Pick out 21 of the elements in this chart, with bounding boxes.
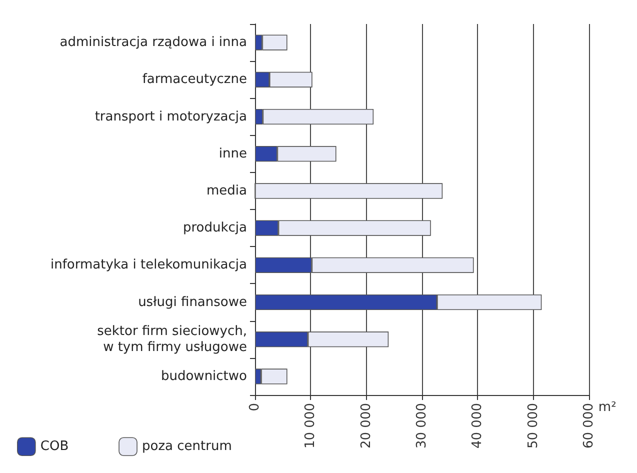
bar xyxy=(255,183,443,199)
x-tick-label: 50 000 xyxy=(526,403,541,448)
y-tick-label: farmaceutyczne xyxy=(142,72,247,88)
x-axis-title: m² xyxy=(598,400,616,415)
y-tick-label: inne xyxy=(218,146,247,162)
y-tick-label: media xyxy=(206,183,247,198)
legend-label: poza centrum xyxy=(142,439,232,454)
y-tick-label: informatyka i telekomunikacja xyxy=(50,258,247,273)
y-tick-label: usługi finansowe xyxy=(138,294,247,310)
legend-label: COB xyxy=(40,439,69,454)
y-tick-label: administracja rządowa i inna xyxy=(60,35,247,50)
x-tick-label: 60 000 xyxy=(582,403,596,448)
y-tick-label: sektor firm sieciowych, w tym firmy usługowe xyxy=(97,324,247,355)
y-tick-label: transport i motoryzacja xyxy=(94,109,247,124)
y-tick-label: budownictwo xyxy=(160,368,248,384)
x-tick-label: 0 xyxy=(248,403,262,412)
x-tick-label: 10 000 xyxy=(303,403,318,448)
x-tick-label: 20 000 xyxy=(358,403,374,448)
y-tick-label: produkcja xyxy=(182,220,247,236)
x-tick-label: 30 000 xyxy=(414,403,430,448)
x-tick-label: 40 000 xyxy=(470,403,486,448)
